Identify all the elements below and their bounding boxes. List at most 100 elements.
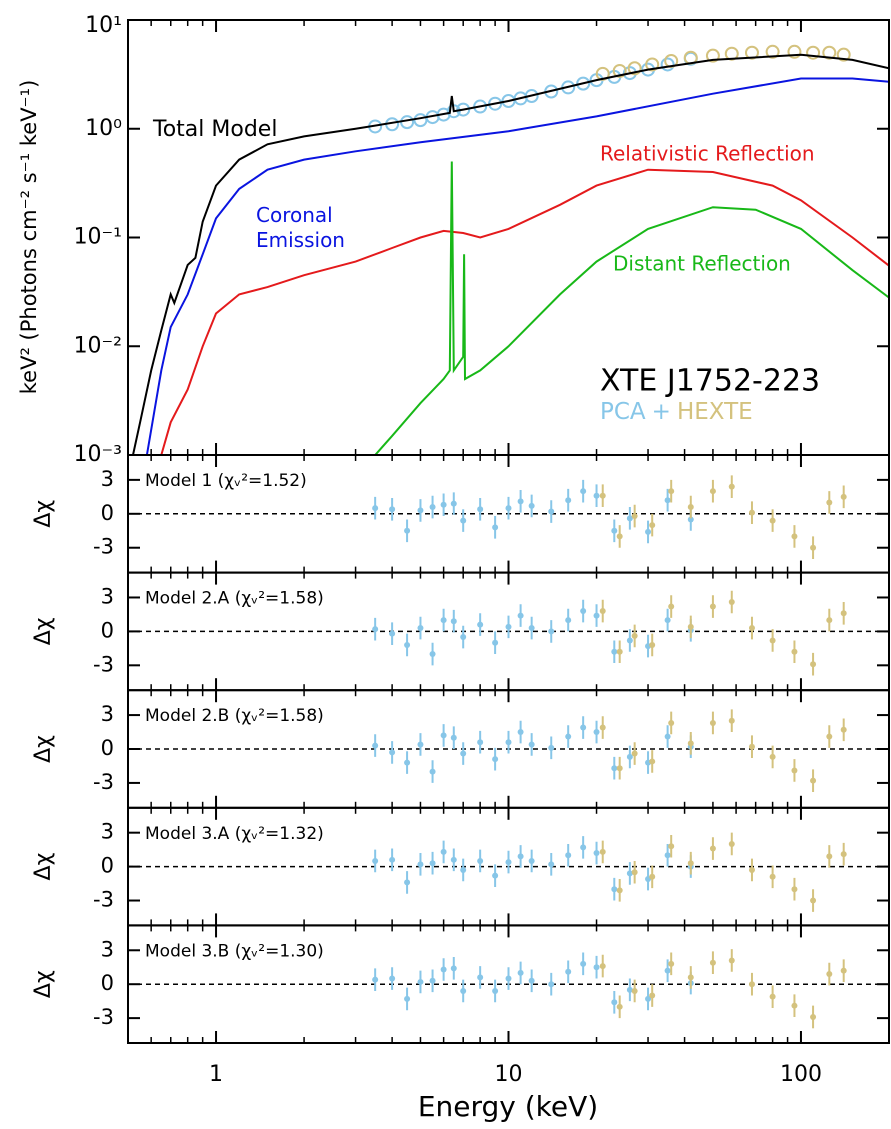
residual-point bbox=[404, 641, 411, 648]
data-point bbox=[645, 57, 660, 72]
residual-point bbox=[389, 630, 396, 637]
residual-point bbox=[810, 897, 817, 904]
residual-point bbox=[429, 651, 436, 658]
data-point bbox=[787, 44, 802, 59]
data-point bbox=[744, 45, 759, 60]
residual-point bbox=[528, 502, 535, 509]
residual-point bbox=[548, 861, 555, 868]
residual-point bbox=[687, 623, 694, 630]
residual-point bbox=[517, 853, 524, 860]
residual-point bbox=[477, 974, 484, 981]
residual-point bbox=[709, 959, 716, 966]
residual-point bbox=[565, 852, 572, 859]
residual-point bbox=[649, 873, 656, 880]
residual-point bbox=[548, 981, 555, 988]
model-line bbox=[160, 168, 889, 455]
residual-point bbox=[517, 729, 524, 736]
residual-point bbox=[709, 488, 716, 495]
plot-area bbox=[128, 475, 889, 560]
residual-point bbox=[580, 608, 587, 615]
residual-point bbox=[440, 732, 447, 739]
residual-point bbox=[429, 768, 436, 775]
residual-point bbox=[631, 632, 638, 639]
residual-point bbox=[649, 522, 656, 529]
residual-point bbox=[460, 750, 467, 757]
model-line bbox=[145, 77, 889, 455]
residual-point bbox=[611, 999, 618, 1006]
residual-point bbox=[728, 717, 735, 724]
residual-point bbox=[372, 626, 379, 633]
residual-point bbox=[840, 493, 847, 500]
residual-point bbox=[477, 857, 484, 864]
residual-point bbox=[631, 513, 638, 520]
data-point bbox=[612, 63, 627, 78]
residual-point bbox=[528, 857, 535, 864]
plot-area bbox=[128, 590, 889, 676]
y-tick-label: 3 bbox=[101, 467, 114, 491]
residual-point bbox=[645, 528, 652, 535]
residual-point bbox=[664, 852, 671, 859]
residual-point bbox=[728, 483, 735, 490]
residual-point bbox=[404, 527, 411, 534]
residual-point bbox=[687, 516, 694, 523]
residual-point bbox=[580, 724, 587, 731]
y-tick-label: -3 bbox=[93, 888, 114, 912]
residual-point bbox=[593, 850, 600, 857]
residual-point bbox=[826, 499, 833, 506]
residual-point bbox=[440, 966, 447, 973]
residual-point bbox=[548, 508, 555, 515]
residual-point bbox=[631, 987, 638, 994]
residual-point bbox=[728, 599, 735, 605]
x-tick-label: 1 bbox=[209, 1062, 223, 1087]
legend-pca: PCA bbox=[600, 399, 646, 425]
y-tick-label: -3 bbox=[93, 770, 114, 794]
residual-point bbox=[664, 497, 671, 504]
residual-point bbox=[748, 509, 755, 516]
y-tick-label: 3 bbox=[101, 937, 114, 961]
data-point bbox=[413, 113, 428, 128]
residual-point bbox=[668, 603, 675, 610]
residual-point bbox=[417, 978, 424, 985]
y-axis-label: keV² (Photons cm⁻² s⁻¹ keV⁻¹) bbox=[17, 80, 41, 395]
residual-point bbox=[611, 886, 618, 893]
residual-point bbox=[440, 501, 447, 508]
data-point bbox=[806, 45, 821, 60]
residual-point bbox=[492, 987, 499, 994]
residual-point bbox=[429, 860, 436, 867]
residual-point bbox=[599, 608, 606, 615]
data-point bbox=[456, 102, 471, 117]
residual-point bbox=[826, 971, 833, 978]
residual-point bbox=[565, 497, 572, 504]
residual-point bbox=[460, 866, 467, 873]
data-point bbox=[765, 44, 780, 59]
residual-point bbox=[505, 623, 512, 630]
residual-point bbox=[649, 758, 656, 765]
residual-point bbox=[687, 740, 694, 747]
data-point bbox=[822, 45, 837, 60]
residual-point bbox=[505, 739, 512, 746]
residual-point bbox=[709, 603, 716, 610]
residual-point bbox=[450, 500, 457, 507]
residual-point bbox=[580, 960, 587, 967]
residual-point bbox=[517, 969, 524, 976]
residual-point bbox=[826, 733, 833, 740]
residual-point bbox=[769, 873, 776, 880]
residual-point bbox=[668, 719, 675, 726]
residual-point bbox=[429, 977, 436, 984]
residual-point bbox=[429, 504, 436, 511]
y-tick-label: -3 bbox=[93, 1005, 114, 1029]
x-tick-label: 10 bbox=[495, 1062, 523, 1087]
residual-point bbox=[687, 974, 694, 981]
residual-point bbox=[372, 976, 379, 983]
y-tick-label: 10¹ bbox=[85, 13, 122, 38]
panel-label: Model 2.B (χᵥ²=1.58) bbox=[145, 706, 324, 726]
panel-label: Model 1 (χᵥ²=1.52) bbox=[145, 471, 307, 491]
residual-point bbox=[709, 719, 716, 726]
data-point bbox=[576, 76, 591, 91]
residual-point bbox=[404, 879, 411, 886]
residual-point bbox=[810, 544, 817, 551]
residual-point bbox=[611, 527, 618, 534]
residual-point bbox=[748, 866, 755, 873]
residual-point bbox=[528, 977, 535, 984]
